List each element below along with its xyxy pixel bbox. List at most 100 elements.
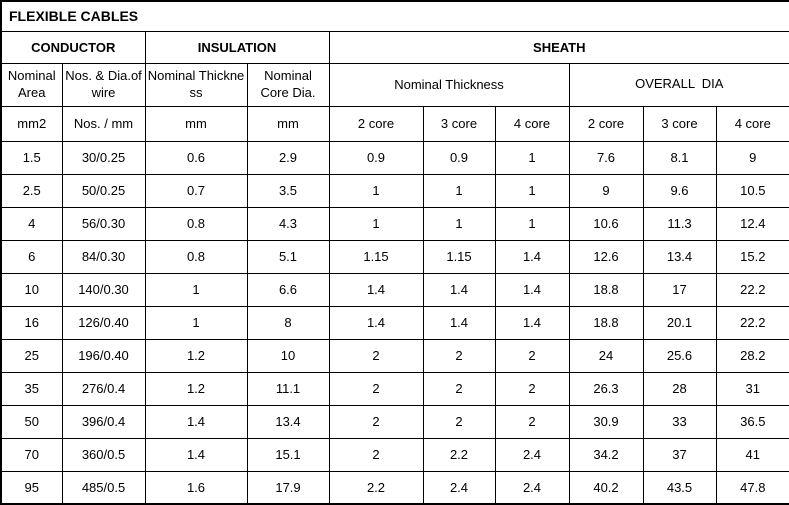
cell: 8.1 [642, 140, 717, 175]
cell: 2 [494, 371, 570, 406]
cell: 56/0.30 [61, 206, 146, 241]
cell: 9 [568, 173, 644, 208]
cell: 47.8 [715, 470, 789, 505]
cell: 1.2 [144, 371, 248, 406]
cell: 15.2 [715, 239, 789, 274]
cell: 276/0.4 [61, 371, 146, 406]
cell: 37 [642, 437, 717, 472]
cell: 25.6 [642, 338, 717, 373]
cell: 2 [328, 371, 424, 406]
cell: 196/0.40 [61, 338, 146, 373]
cell: 4 [0, 206, 63, 241]
table-row: 2.5 50/0.25 0.7 3.5 1 1 1 9 9.6 10.5 [0, 173, 789, 208]
cell: 1.4 [494, 239, 570, 274]
cell: 1 [144, 272, 248, 307]
header-sheath: SHEATH [328, 30, 789, 64]
cell: 1 [422, 206, 496, 241]
cell: 5.1 [246, 239, 330, 274]
cell: 15.1 [246, 437, 330, 472]
cell: 34.2 [568, 437, 644, 472]
cell: 13.4 [246, 404, 330, 439]
cell: 2 [494, 404, 570, 439]
cell: 22.2 [715, 305, 789, 340]
cell: 1.4 [422, 272, 496, 307]
cell: 2 [328, 338, 424, 373]
unit-thickness-2core: 2 core [328, 105, 424, 142]
header-insulation-thickness: Nominal Thickne ss [144, 62, 248, 107]
cell: 360/0.5 [61, 437, 146, 472]
unit-thickness-3core: 3 core [422, 105, 496, 142]
page-title: FLEXIBLE CABLES [0, 0, 789, 32]
cell: 2.4 [494, 470, 570, 505]
unit-insulation-thickness: mm [144, 105, 248, 142]
cell: 1.4 [494, 272, 570, 307]
cell: 43.5 [642, 470, 717, 505]
table-row: 16 126/0.40 1 8 1.4 1.4 1.4 18.8 20.1 22… [0, 305, 789, 340]
cell: 0.7 [144, 173, 248, 208]
header-insulation: INSULATION [144, 30, 330, 64]
cell: 7.6 [568, 140, 644, 175]
units-row: mm2 Nos. / mm mm mm 2 core 3 core 4 core… [0, 105, 789, 142]
cell: 126/0.40 [61, 305, 146, 340]
cell: 36.5 [715, 404, 789, 439]
cell: 1 [494, 206, 570, 241]
cell: 140/0.30 [61, 272, 146, 307]
header-core-dia: Nominal Core Dia. [246, 62, 330, 107]
cell: 10.6 [568, 206, 644, 241]
cell: 0.9 [328, 140, 424, 175]
header-overall-dia: OVERALL DIA [568, 62, 789, 107]
cell: 1.6 [144, 470, 248, 505]
cell: 35 [0, 371, 63, 406]
unit-core-dia: mm [246, 105, 330, 142]
table-row: 50 396/0.4 1.4 13.4 2 2 2 30.9 33 36.5 [0, 404, 789, 439]
cell: 1 [328, 173, 424, 208]
unit-wire: Nos. / mm [61, 105, 146, 142]
cell: 485/0.5 [61, 470, 146, 505]
cell: 33 [642, 404, 717, 439]
table-row: 6 84/0.30 0.8 5.1 1.15 1.15 1.4 12.6 13.… [0, 239, 789, 274]
cell: 22.2 [715, 272, 789, 307]
group-header-row: CONDUCTOR INSULATION SHEATH [0, 30, 789, 64]
cell: 2 [328, 437, 424, 472]
sub-header-row: Nominal Area Nos. & Dia.of wire Nominal … [0, 62, 789, 107]
cell: 1.4 [328, 305, 424, 340]
cell: 2 [422, 404, 496, 439]
unit-thickness-4core: 4 core [494, 105, 570, 142]
cell: 12.4 [715, 206, 789, 241]
cell: 26.3 [568, 371, 644, 406]
cell: 6 [0, 239, 63, 274]
cell: 2 [422, 338, 496, 373]
cell: 1.4 [494, 305, 570, 340]
cell: 1 [422, 173, 496, 208]
cell: 16 [0, 305, 63, 340]
cell: 1.4 [144, 404, 248, 439]
cell: 2.4 [494, 437, 570, 472]
unit-area: mm2 [0, 105, 63, 142]
header-sheath-thickness: Nominal Thickness [328, 62, 570, 107]
cell: 1.15 [328, 239, 424, 274]
cell: 11.3 [642, 206, 717, 241]
table-row: 4 56/0.30 0.8 4.3 1 1 1 10.6 11.3 12.4 [0, 206, 789, 241]
cell: 9 [715, 140, 789, 175]
cell: 18.8 [568, 272, 644, 307]
cell: 10 [246, 338, 330, 373]
unit-dia-2core: 2 core [568, 105, 644, 142]
cell: 31 [715, 371, 789, 406]
cell: 2.5 [0, 173, 63, 208]
cell: 11.1 [246, 371, 330, 406]
cell: 2 [422, 371, 496, 406]
cell: 0.6 [144, 140, 248, 175]
cell: 6.6 [246, 272, 330, 307]
cell: 10 [0, 272, 63, 307]
header-conductor: CONDUCTOR [0, 30, 146, 64]
cell: 1.5 [0, 140, 63, 175]
cell: 1 [494, 140, 570, 175]
cell: 20.1 [642, 305, 717, 340]
table-row: 25 196/0.40 1.2 10 2 2 2 24 25.6 28.2 [0, 338, 789, 373]
cell: 1.4 [328, 272, 424, 307]
cell: 2.9 [246, 140, 330, 175]
cell: 25 [0, 338, 63, 373]
cell: 17.9 [246, 470, 330, 505]
cell: 30.9 [568, 404, 644, 439]
